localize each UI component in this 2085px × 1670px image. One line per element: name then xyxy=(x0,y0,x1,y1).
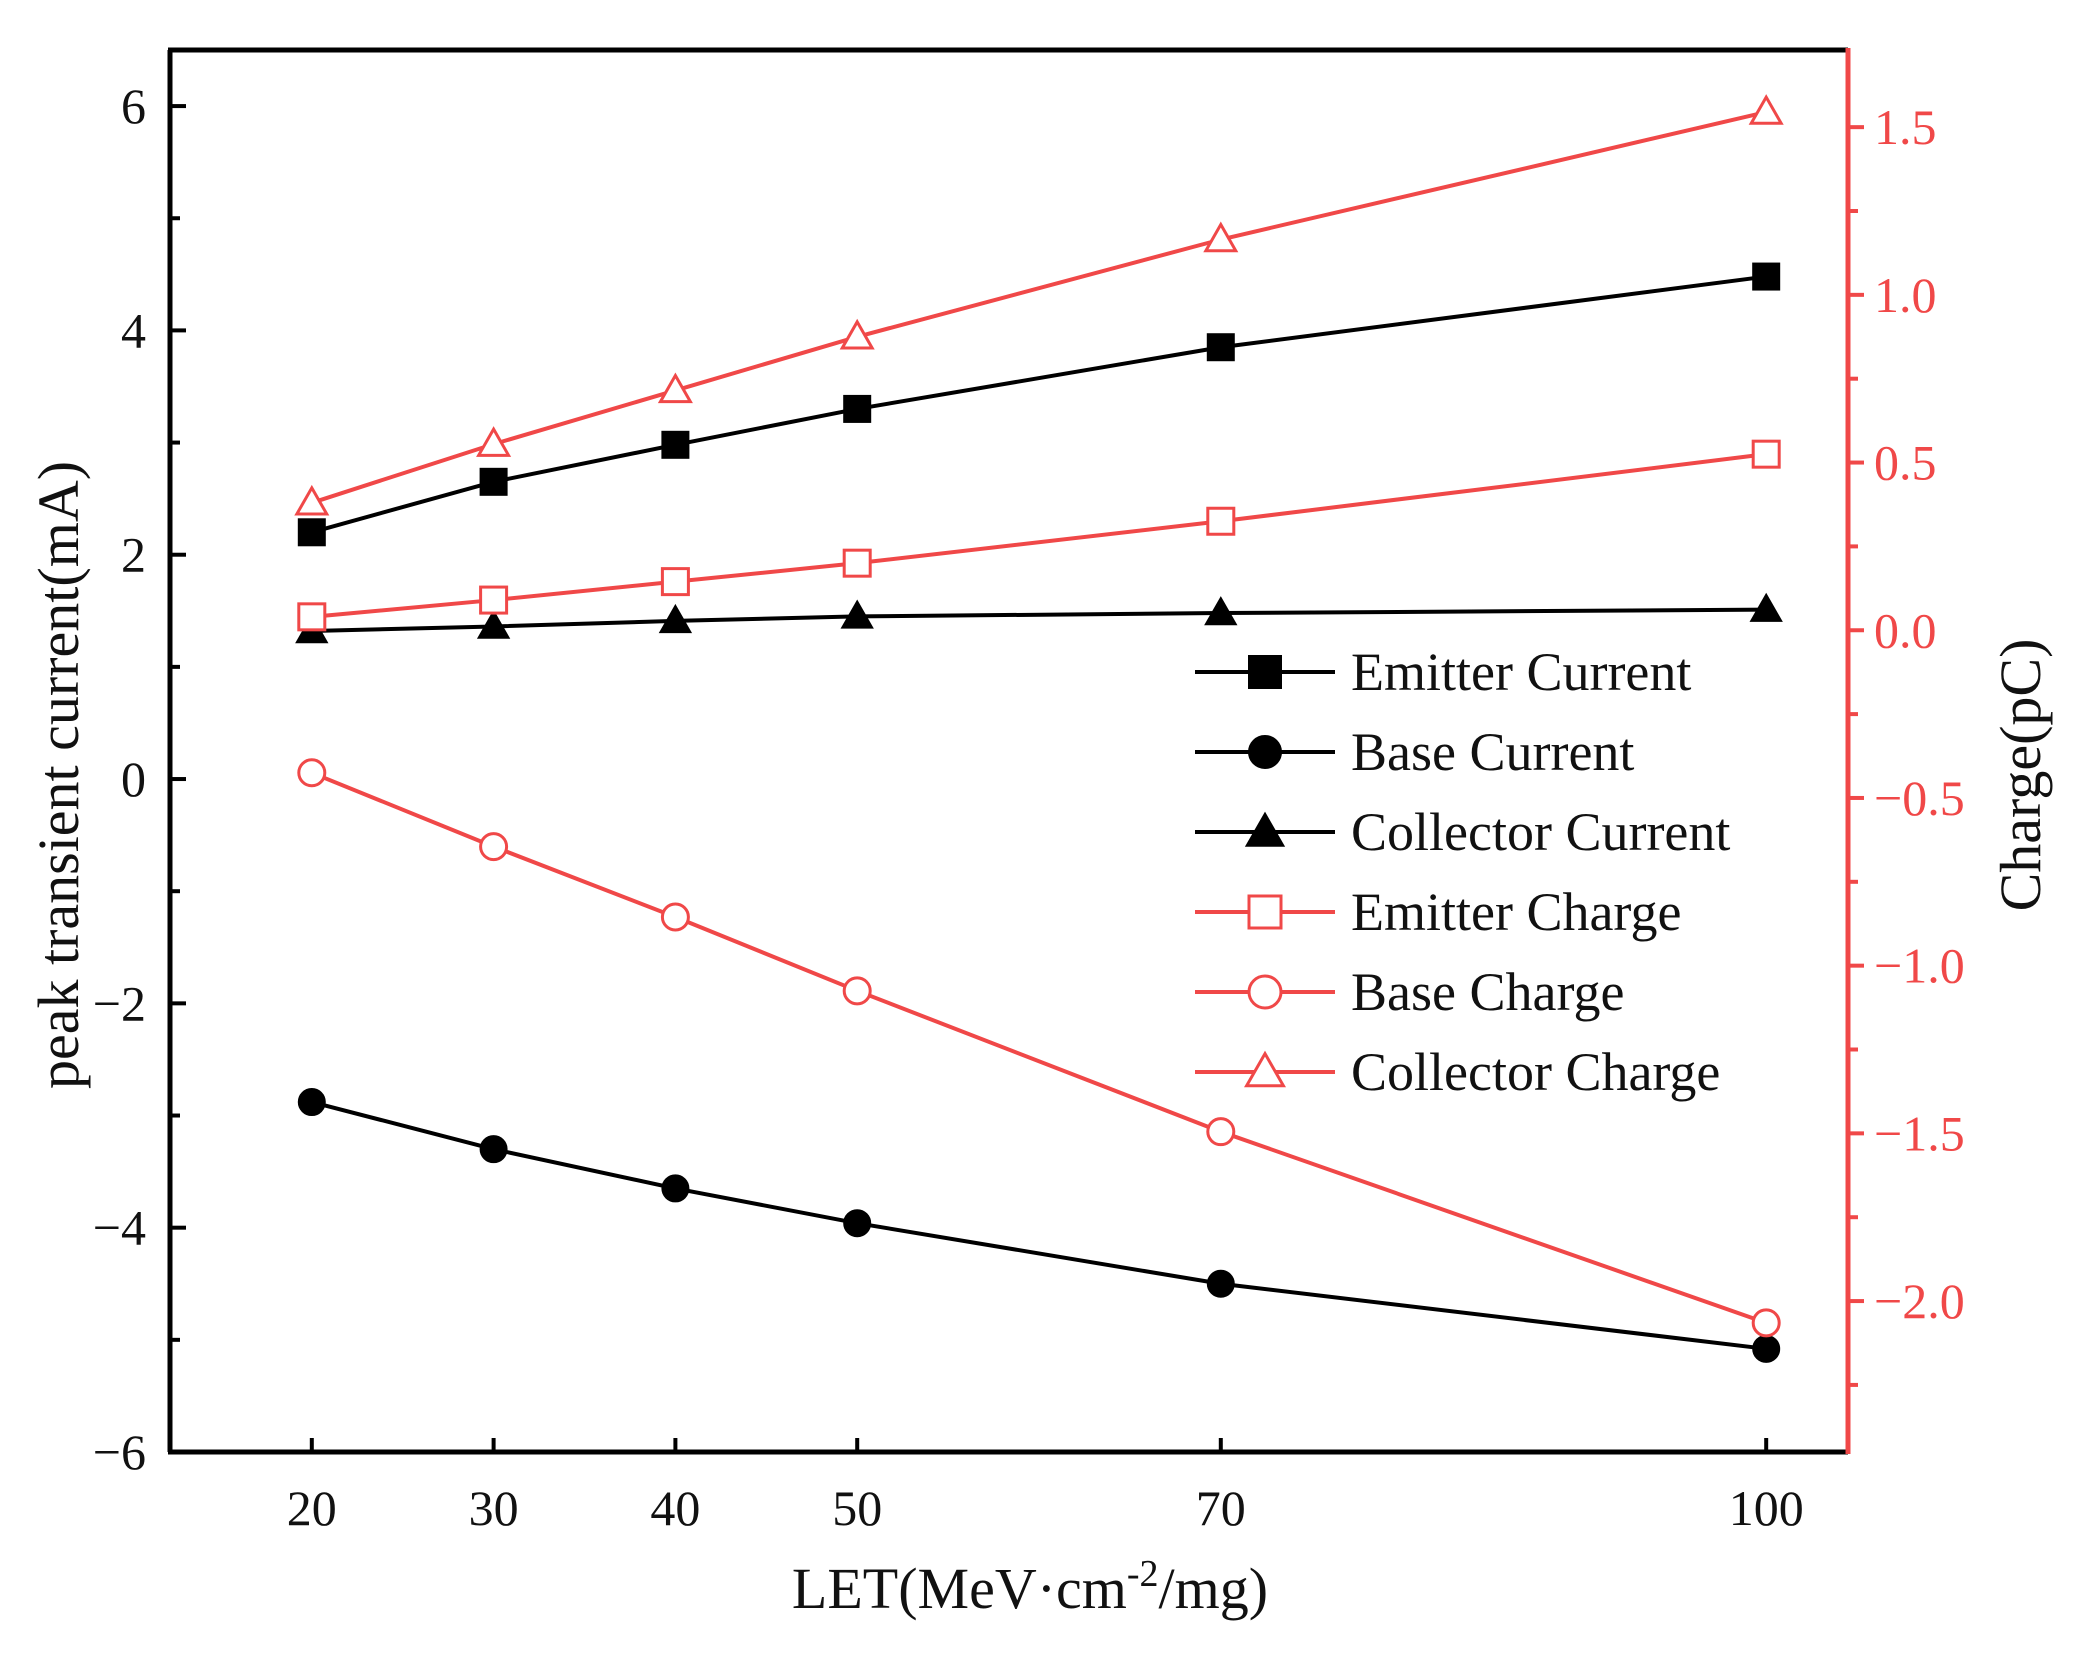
data-point-emitter-charge xyxy=(1751,439,1781,469)
data-point-emitter-charge xyxy=(297,602,327,632)
data-point-base-charge xyxy=(1206,1117,1236,1147)
series-line-collector-current xyxy=(311,607,1767,633)
data-point-collector-current xyxy=(840,599,874,629)
data-point-base-charge xyxy=(479,832,509,862)
data-point-base-current xyxy=(1752,1334,1781,1363)
data-point-emitter-current xyxy=(843,394,872,423)
y-tick-label: −6 xyxy=(93,1424,146,1480)
data-point-base-current xyxy=(661,1174,690,1203)
data-point-base-charge xyxy=(297,758,327,788)
data-point-emitter-current xyxy=(297,518,326,547)
series-line-collector-charge xyxy=(311,110,1767,505)
data-point-emitter-current xyxy=(479,467,508,496)
legend-item-emitter-current: Emitter Current xyxy=(1195,642,1691,702)
data-point-base-charge xyxy=(842,976,872,1006)
x-axis-label-superscript: -2 xyxy=(1127,1553,1159,1595)
series-base-current xyxy=(297,1088,1781,1363)
series-layer xyxy=(294,94,1784,1363)
y-axis-label: peak transient current(mA) xyxy=(26,461,91,1089)
x-tick-label: 50 xyxy=(832,1480,882,1536)
data-point-emitter-charge xyxy=(660,567,690,597)
x-axis-label-tail: /mg) xyxy=(1159,1556,1269,1621)
data-point-emitter-current xyxy=(1206,333,1235,362)
legend-marker xyxy=(1247,974,1283,1010)
y-tick-label: −4 xyxy=(93,1200,146,1256)
y-tick-label: −2 xyxy=(93,975,146,1031)
data-point-base-current xyxy=(479,1135,508,1164)
y2-tick-label: 1.5 xyxy=(1874,99,1937,155)
series-line-emitter-charge xyxy=(311,452,1767,619)
x-axis-label-main: LET(MeV·cm xyxy=(792,1556,1127,1621)
legend-label: Emitter Current xyxy=(1351,642,1691,702)
x-tick-label: 100 xyxy=(1729,1480,1804,1536)
y-tick-label: 0 xyxy=(121,751,146,807)
y2-axis-label: Charge(pC) xyxy=(1988,639,2053,912)
legend-marker xyxy=(1248,655,1282,689)
axis-labels: LET(MeV·cm-2/mg) peak transient current(… xyxy=(26,461,2053,1621)
legend-label: Collector Current xyxy=(1351,802,1730,862)
series-line-base-charge xyxy=(311,770,1767,1325)
y2-tick-label: 0.0 xyxy=(1874,602,1937,658)
data-point-collector-current xyxy=(1204,596,1238,626)
data-point-emitter-current xyxy=(661,430,690,459)
data-point-base-charge xyxy=(660,902,690,932)
legend-item-base-current: Base Current xyxy=(1195,722,1634,782)
data-point-collector-charge xyxy=(839,318,875,350)
series-emitter-charge xyxy=(297,439,1781,632)
y2-tick-label: −1.5 xyxy=(1874,1105,1965,1161)
legend-item-collector-charge: Collector Charge xyxy=(1195,1042,1720,1102)
legend: Emitter Current Base Current Collector Cur… xyxy=(1195,642,1730,1102)
legend-label: Base Current xyxy=(1351,722,1634,782)
data-point-base-charge xyxy=(1751,1308,1781,1338)
data-point-collector-current xyxy=(658,603,693,634)
legend-marker xyxy=(1248,735,1282,769)
series-collector-current xyxy=(295,592,1783,644)
data-point-emitter-charge xyxy=(842,548,872,578)
legend-label: Emitter Charge xyxy=(1351,882,1681,942)
x-tick-label: 30 xyxy=(469,1480,519,1536)
data-point-emitter-charge xyxy=(479,585,509,615)
data-point-collector-charge xyxy=(657,372,693,404)
legend-item-collector-current: Collector Current xyxy=(1195,802,1730,862)
axes-layer: −6 −4 −2 0 2 4 6 −2.0 −1.5 −1.0 −0.5 0.0 0.5 1.0 1.5 20… xyxy=(93,47,1965,1536)
y-tick-label: 4 xyxy=(121,302,146,358)
legend-item-emitter-charge: Emitter Charge xyxy=(1195,882,1681,942)
data-point-base-current xyxy=(297,1088,326,1117)
legend-label: Collector Charge xyxy=(1351,1042,1720,1102)
x-tick-label: 40 xyxy=(650,1480,700,1536)
data-point-base-current xyxy=(843,1209,872,1238)
data-point-collector-charge xyxy=(1748,94,1784,125)
series-emitter-current xyxy=(297,262,1781,547)
y-tick-label: 6 xyxy=(121,78,146,134)
series-collector-charge xyxy=(294,94,1784,516)
series-line-emitter-current xyxy=(311,274,1767,535)
x-tick-label: 70 xyxy=(1196,1480,1246,1536)
data-point-collector-charge xyxy=(476,426,512,457)
data-point-collector-charge xyxy=(1203,221,1239,253)
legend-marker xyxy=(1244,1050,1286,1088)
data-point-collector-current xyxy=(1749,592,1783,622)
data-point-collector-current xyxy=(476,609,511,639)
legend-label: Base Charge xyxy=(1351,962,1624,1022)
legend-item-base-charge: Base Charge xyxy=(1195,962,1624,1022)
x-tick-label: 20 xyxy=(287,1480,337,1536)
y-tick-label: 2 xyxy=(121,527,146,583)
data-point-collector-charge xyxy=(294,484,330,516)
y2-tick-label: −2.0 xyxy=(1874,1273,1965,1329)
data-point-emitter-charge xyxy=(1206,506,1236,536)
data-point-emitter-current xyxy=(1752,262,1781,291)
series-base-charge xyxy=(297,758,1781,1338)
y2-tick-label: 1.0 xyxy=(1874,267,1937,323)
y2-tick-label: −0.5 xyxy=(1874,770,1965,826)
y2-tick-label: −1.0 xyxy=(1874,938,1965,994)
legend-marker xyxy=(1247,894,1283,930)
legend-marker xyxy=(1244,811,1286,847)
x-axis-label: LET(MeV·cm-2/mg) xyxy=(792,1553,1268,1621)
series-line-base-current xyxy=(311,1100,1767,1351)
y2-tick-label: 0.5 xyxy=(1874,435,1937,491)
data-point-base-current xyxy=(1206,1269,1235,1298)
